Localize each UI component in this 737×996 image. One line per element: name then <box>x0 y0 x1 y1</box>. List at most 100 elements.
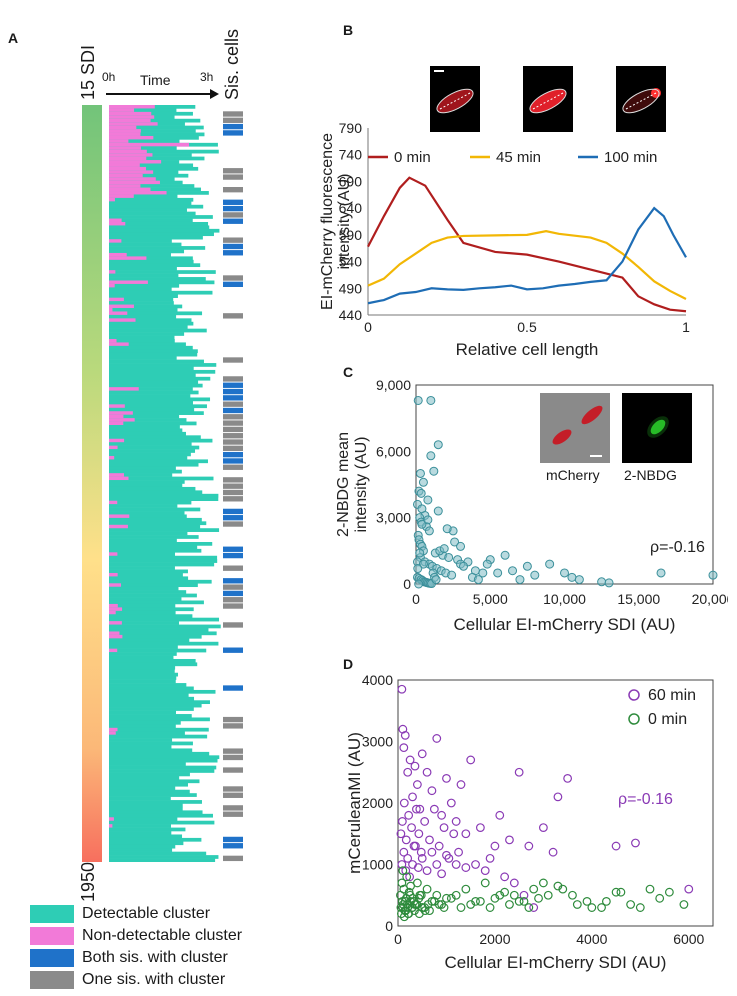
legend-marker <box>628 689 640 701</box>
heatmap-row-non-detectable <box>109 252 127 257</box>
data-point-0-min <box>543 890 553 900</box>
heatmap-row-detectable <box>109 187 201 192</box>
data-point-0-min <box>446 893 456 903</box>
heatmap-row-non-detectable <box>109 139 129 144</box>
heatmap-row-detectable <box>109 772 190 777</box>
data-point-0-min <box>434 900 444 909</box>
heatmap-row-non-detectable <box>109 824 113 828</box>
heatmap-row-non-detectable <box>109 197 115 202</box>
heatmap-row-detectable <box>109 232 214 237</box>
data-point-0-min <box>500 887 510 897</box>
data-point-60-min <box>500 872 510 882</box>
data-point-0-min <box>655 893 665 903</box>
heatmap-row-non-detectable <box>109 438 125 443</box>
data-point-60-min <box>403 767 413 777</box>
data-point-0-min <box>410 906 419 916</box>
heatmap-row-detectable <box>109 586 179 591</box>
sister-cell-mark <box>223 515 243 521</box>
heatmap-row-detectable <box>109 435 201 440</box>
data-point-60-min <box>461 863 471 872</box>
data-point <box>431 575 441 585</box>
heatmap-row-detectable <box>109 638 190 643</box>
sister-cell-mark <box>223 250 243 256</box>
heatmap-row-detectable <box>109 201 192 206</box>
data-point-0-min <box>635 903 645 912</box>
y-tick-label: 640 <box>339 200 363 216</box>
heatmap-row-detectable <box>109 345 193 350</box>
heatmap-row-non-detectable <box>109 180 160 185</box>
heatmap-row-detectable <box>109 425 180 429</box>
y-tick-label: 740 <box>339 147 363 163</box>
heatmap-row-detectable <box>109 796 171 801</box>
heatmap-row-non-detectable <box>109 177 156 181</box>
data-point-60-min <box>449 829 459 839</box>
panel-label-b: B <box>343 22 354 38</box>
data-point-60-min <box>442 850 451 860</box>
heatmap-row-non-detectable <box>109 342 129 347</box>
heatmap-row-detectable <box>109 676 177 680</box>
sister-cell-mark <box>223 187 243 193</box>
panel-label-d: D <box>343 656 354 672</box>
heatmap-row-non-detectable <box>109 129 141 133</box>
heatmap-row-detectable <box>109 837 202 842</box>
heatmap-row-detectable <box>109 504 178 508</box>
heatmap-row-non-detectable <box>109 817 114 822</box>
sister-cell-mark <box>223 754 243 761</box>
heatmap-row-detectable <box>109 579 212 584</box>
x-axis-label: Cellular EI-mCherry SDI (AU) <box>445 953 667 972</box>
heatmap-row-non-detectable <box>109 149 147 154</box>
heatmap-row-non-detectable <box>109 524 128 529</box>
heatmap-row-non-detectable <box>109 731 116 735</box>
legend-swatch-one-sis <box>30 971 74 989</box>
heatmap-row-non-detectable <box>109 146 141 151</box>
data-point <box>418 477 428 487</box>
x-tick-label: 6000 <box>673 931 704 947</box>
heatmap-row-detectable <box>109 831 172 835</box>
data-point-60-min <box>427 847 437 857</box>
time-end-label: 3h <box>200 70 214 84</box>
heatmap-row-detectable <box>109 841 184 846</box>
heatmap-row-detectable <box>109 800 202 804</box>
sister-cell-mark <box>223 508 243 515</box>
time-start-label: 0h <box>102 70 116 84</box>
heatmap-row-detectable <box>109 813 213 818</box>
panel-label-a: A <box>8 30 19 46</box>
heatmap-row-detectable <box>109 683 187 687</box>
data-point <box>560 568 569 578</box>
data-point-60-min <box>397 860 407 869</box>
heatmap-row-detectable <box>109 483 183 488</box>
data-point-60-min <box>505 835 514 845</box>
data-point-0-min <box>432 890 442 900</box>
data-point <box>414 579 424 589</box>
heatmap-row-detectable <box>109 383 203 388</box>
data-point-60-min <box>509 878 519 888</box>
heatmap-row-detectable <box>109 459 208 464</box>
data-point-60-min <box>451 860 461 869</box>
data-point <box>429 466 439 476</box>
data-point-60-min <box>485 853 495 863</box>
data-point-60-min <box>495 810 505 820</box>
heatmap-row-non-detectable <box>109 194 134 199</box>
chart-b: 440 490 540 590 640 690 740 790 0 0.5 1 0 min 45 min… <box>319 120 690 359</box>
data-point-60-min <box>553 792 563 802</box>
data-point <box>442 524 452 534</box>
heatmap-row-detectable <box>109 762 186 766</box>
data-point <box>439 544 449 554</box>
heatmap-row-detectable <box>109 184 195 188</box>
heatmap-row-non-detectable <box>109 160 162 164</box>
heatmap-row-non-detectable <box>109 173 143 178</box>
data-point-60-min <box>432 734 442 743</box>
chart-c: 0 3,000 6,000 9,000 0 5,000 10,000 15,000 20,000… <box>335 377 728 634</box>
heatmap-row-detectable <box>109 672 179 677</box>
data-point-60-min <box>437 810 447 820</box>
sister-cell-mark <box>223 174 243 180</box>
data-point-60-min <box>466 755 476 765</box>
heatmap-row-non-detectable <box>109 514 130 519</box>
sis-cells-label: Sis. cells <box>222 28 242 100</box>
sister-cell-mark <box>223 603 243 609</box>
heatmap-row-detectable <box>109 569 188 574</box>
sister-cell-mark <box>223 168 243 174</box>
data-point-60-min <box>420 817 430 826</box>
heatmap-row-detectable <box>109 369 216 374</box>
heatmap-row-detectable <box>109 373 196 378</box>
